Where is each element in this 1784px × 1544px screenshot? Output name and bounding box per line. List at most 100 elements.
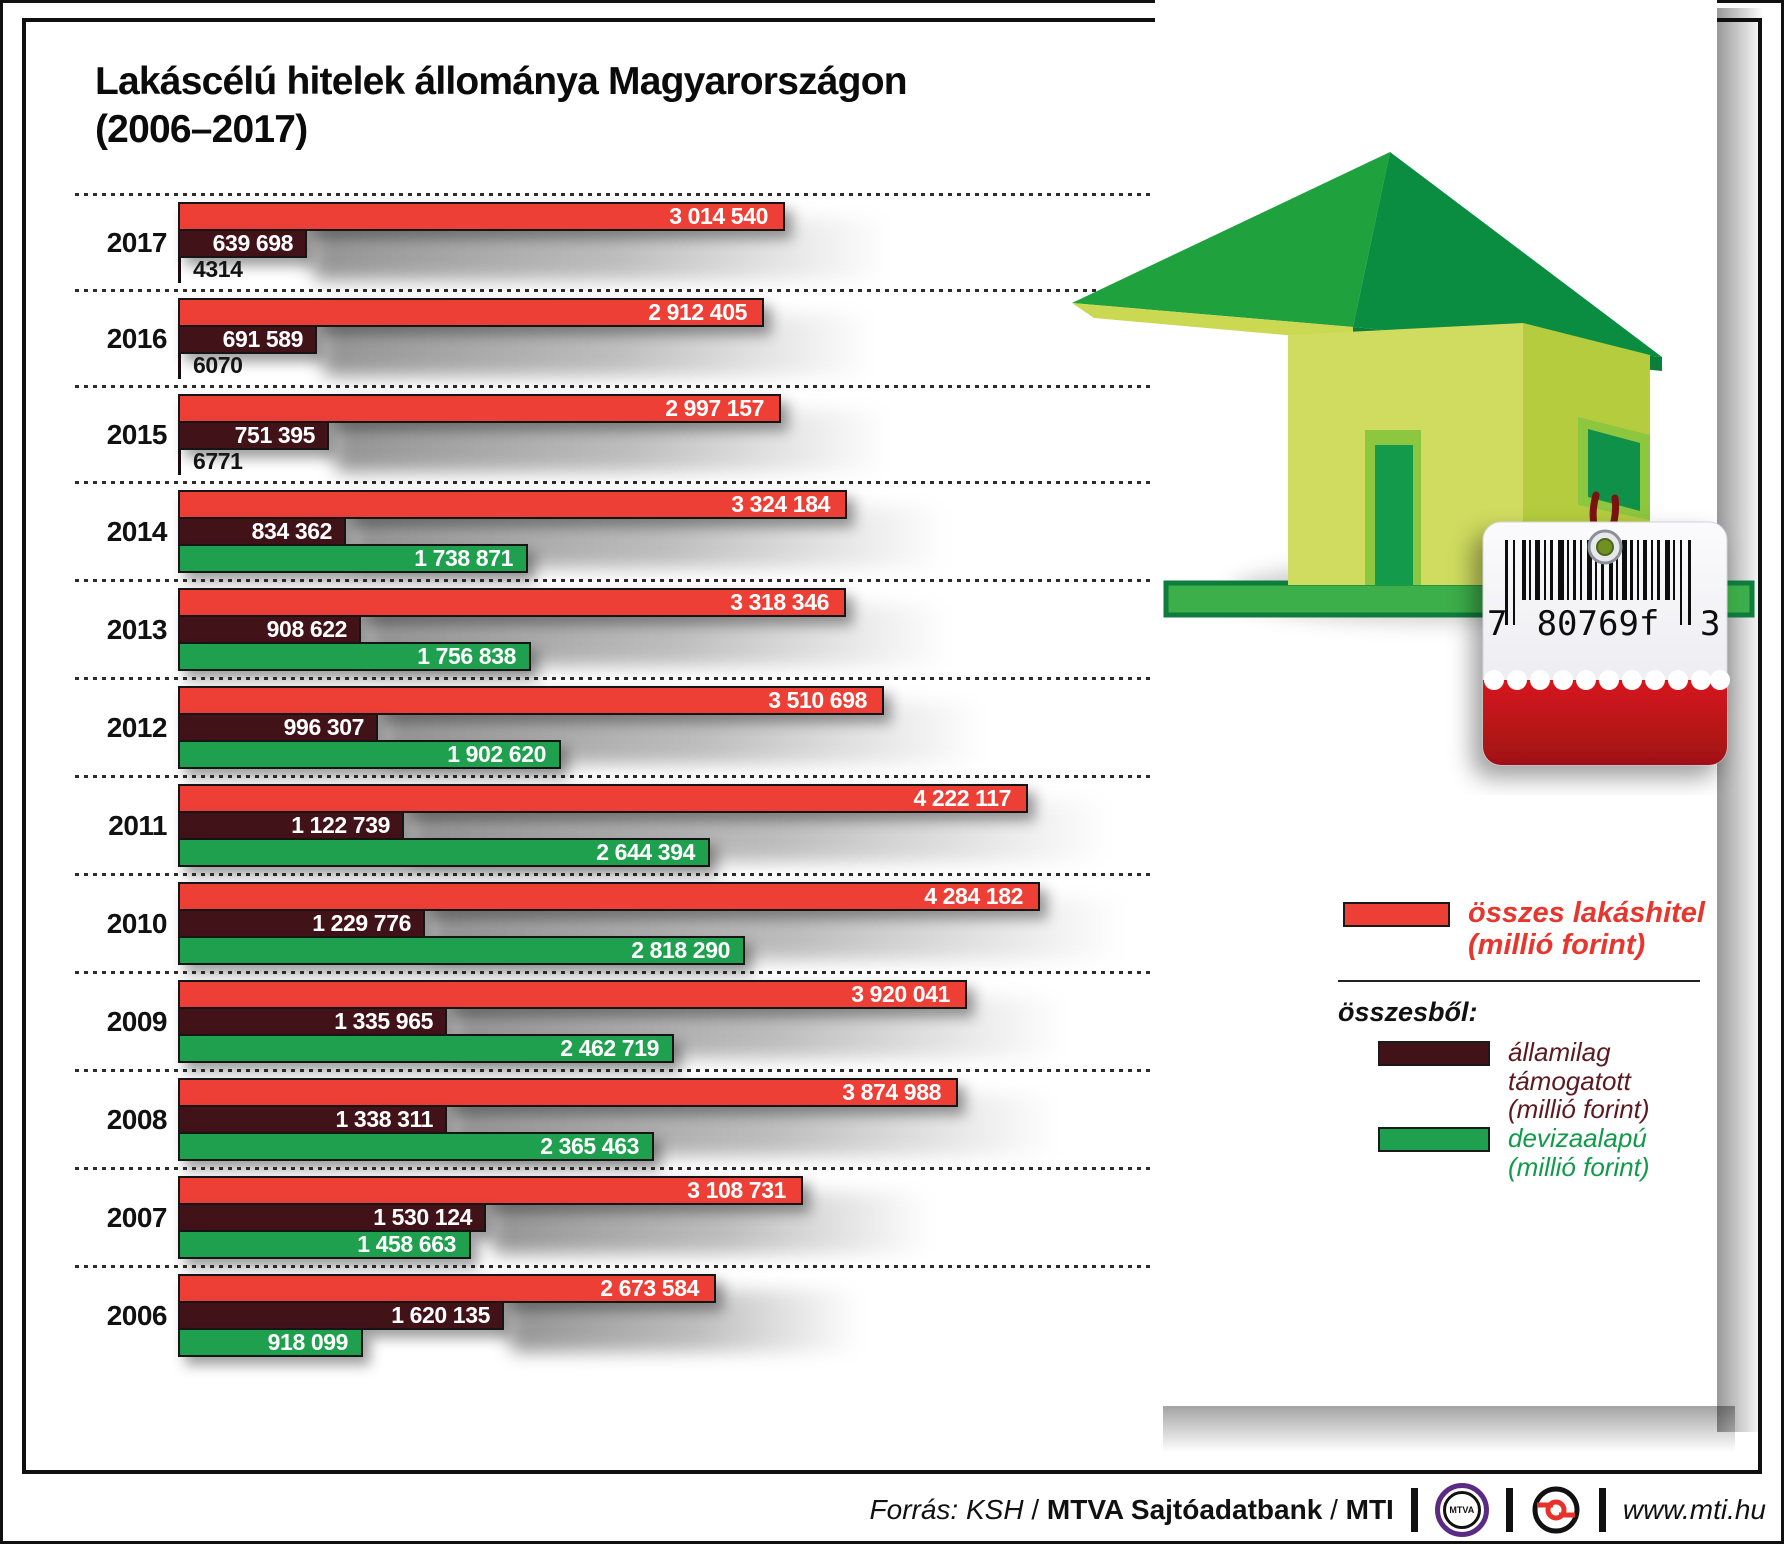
fx-bar <box>178 256 181 283</box>
year-group-2007: 2007 3 108 731 1 530 124 1 458 663 <box>75 1170 1155 1265</box>
house-illustration: 7 80769f 3 <box>1072 152 1755 766</box>
fx-row: 918 099 <box>178 1328 1155 1357</box>
total-value: 3 108 731 <box>687 1177 786 1203</box>
year-label: 2011 <box>108 809 167 841</box>
fx-value: 1 902 620 <box>447 741 546 767</box>
total-value: 2 912 405 <box>648 299 747 325</box>
legend-label-state: államilag támogatott (millió forint) <box>1508 1037 1650 1125</box>
state-bar: 996 307 <box>178 713 378 742</box>
footer-divider <box>1505 1488 1513 1532</box>
total-row: 3 874 988 <box>178 1078 1155 1107</box>
barcode-digit-right: 3 <box>1700 604 1720 644</box>
legend-swatch-fx <box>1378 1127 1490 1152</box>
year-label: 2007 <box>106 1201 168 1233</box>
barcode-digit-mid: 80769f <box>1537 604 1660 644</box>
total-row: 2 997 157 <box>178 394 1155 423</box>
fx-bar: 2 365 463 <box>178 1132 654 1161</box>
state-value: 1 229 776 <box>312 910 411 936</box>
bars: 3 874 988 1 338 311 2 365 463 <box>178 1078 1164 1161</box>
fx-row: 6771 <box>178 448 1155 475</box>
state-bar: 834 362 <box>178 517 346 546</box>
year-group-2011: 2011 4 222 117 1 122 739 2 644 394 <box>75 778 1234 873</box>
footer-divider <box>1598 1488 1606 1532</box>
mtva-logo: MTVA <box>1434 1483 1489 1537</box>
group-separator <box>75 193 1155 196</box>
total-bar: 2 912 405 <box>178 298 764 327</box>
year-group-2017: 2017 3 014 540 639 698 4314 <box>75 196 1155 289</box>
fx-row: 6070 <box>178 352 1155 379</box>
source-separator: / <box>1031 1494 1040 1525</box>
bars: 3 014 540 639 698 4314 <box>178 202 1155 283</box>
group-separator <box>75 579 1155 582</box>
total-bar: 3 324 184 <box>178 490 847 519</box>
total-bar: 3 108 731 <box>178 1176 803 1205</box>
group-separator <box>75 775 1155 778</box>
year-label: 2006 <box>106 1299 168 1331</box>
group-separator <box>75 385 1155 388</box>
group-separator <box>75 971 1155 974</box>
year-group-2016: 2016 2 912 405 691 589 6070 <box>75 292 1155 385</box>
fx-value: 1 738 871 <box>414 545 513 571</box>
roof-right <box>1353 152 1662 357</box>
group-separator <box>75 1069 1155 1072</box>
total-bar: 3 510 698 <box>178 686 884 715</box>
fx-row: 2 462 719 <box>178 1034 1155 1063</box>
year-label: 2009 <box>106 1005 168 1037</box>
title-line-2: (2006–2017) <box>95 107 308 151</box>
window <box>1588 429 1640 511</box>
fx-value: 1 458 663 <box>357 1231 456 1257</box>
year-label: 2015 <box>106 418 168 450</box>
legend-divider <box>1338 980 1700 982</box>
group-separator <box>75 481 1155 484</box>
state-bar: 1 530 124 <box>178 1203 486 1232</box>
bars: 2 997 157 751 395 6771 <box>178 394 1155 475</box>
total-bar: 2 673 584 <box>178 1274 716 1303</box>
bars: 2 912 405 691 589 6070 <box>178 298 1155 379</box>
source-prefix: Forrás: KSH <box>869 1494 1024 1525</box>
title-line-1: Lakáscélú hitelek állománya Magyarország… <box>95 60 908 103</box>
state-value: 1 338 311 <box>335 1106 434 1132</box>
state-row: 751 395 <box>178 421 1155 450</box>
state-value: 908 622 <box>266 616 348 642</box>
legend-label-total: összes lakáshitel (millió forint) <box>1468 897 1705 961</box>
total-bar: 4 222 117 <box>178 784 1028 813</box>
barcode-tag: 7 80769f 3 <box>1482 521 1730 766</box>
year-label: 2017 <box>106 226 168 258</box>
year-label: 2016 <box>106 322 168 354</box>
fx-bar: 2 644 394 <box>178 838 710 867</box>
state-bar: 639 698 <box>178 229 307 258</box>
fx-bar: 2 462 719 <box>178 1034 674 1063</box>
fx-bar: 918 099 <box>178 1328 363 1357</box>
state-bar: 1 122 739 <box>178 811 404 840</box>
fx-bar: 1 458 663 <box>178 1230 471 1259</box>
total-value: 3 510 698 <box>768 687 867 713</box>
state-bar: 1 620 135 <box>178 1301 504 1330</box>
total-row: 3 318 346 <box>178 588 1155 617</box>
fx-bar <box>178 448 181 475</box>
barcode-digit-left: 7 <box>1487 604 1507 644</box>
mti-logo <box>1532 1486 1580 1534</box>
legend-swatch-total <box>1343 902 1450 927</box>
fx-value: 2 644 394 <box>596 839 695 865</box>
total-row: 4 222 117 <box>178 784 1155 813</box>
barcode <box>1505 540 1691 625</box>
fx-value: 2 462 719 <box>560 1035 659 1061</box>
barcode-digits: 7 80769f 3 <box>1487 604 1720 644</box>
year-group-2008: 2008 3 874 988 1 338 311 2 365 463 <box>75 1072 1164 1167</box>
fx-value: 6771 <box>193 448 243 474</box>
source-credit: Forrás: KSH / MTVA Sajtóadatbank / MTI <box>870 1494 1394 1526</box>
state-bar: 1 338 311 <box>178 1105 447 1134</box>
bars: 4 222 117 1 122 739 2 644 394 <box>178 784 1234 867</box>
total-value: 4 222 117 <box>913 785 1012 811</box>
state-value: 1 530 124 <box>373 1204 472 1230</box>
footer: Forrás: KSH / MTVA Sajtóadatbank / MTI M… <box>870 1482 1766 1538</box>
group-separator <box>75 1167 1155 1170</box>
state-row: 639 698 <box>178 229 1155 258</box>
total-value: 3 014 540 <box>669 203 768 229</box>
legend-item-fx: devizaalapú (millió forint) <box>1378 1124 1650 1181</box>
bars: 3 324 184 834 362 1 738 871 <box>178 490 1155 573</box>
fx-row: 1 902 620 <box>178 740 1155 769</box>
year-group-2006: 2006 2 673 584 1 620 135 918 099 <box>75 1268 1155 1363</box>
legend-item-total: összes lakáshitel (millió forint) <box>1343 897 1705 962</box>
